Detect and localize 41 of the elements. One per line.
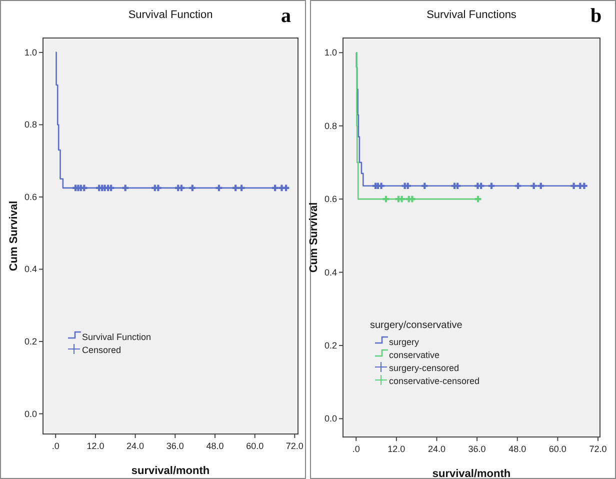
y-tick-label: 0.6 — [24, 192, 37, 202]
y-tick-label: 0.0 — [324, 414, 337, 424]
x-tick-label: 36.0 — [468, 444, 486, 454]
y-axis-title: Cum Survival — [8, 200, 20, 272]
x-tick-label: 12.0 — [388, 444, 406, 454]
legend-label: Censored — [82, 345, 122, 355]
legend-label: conservative — [389, 350, 440, 360]
x-tick-label: 24.0 — [126, 441, 144, 451]
y-tick-label: 0.8 — [24, 120, 37, 130]
x-tick-label: 72.0 — [286, 441, 304, 451]
y-axis-title: Cum Survival — [308, 202, 320, 273]
x-tick-label: .0 — [352, 444, 360, 454]
y-tick-label: 0.0 — [24, 408, 37, 419]
legend-label: Survival Function — [82, 332, 152, 342]
chart-title: Survival Function — [128, 9, 213, 21]
x-tick-label: .0 — [52, 441, 60, 451]
legend-label: conservative-censored — [389, 376, 480, 386]
y-tick-label: 0.6 — [324, 194, 337, 204]
legend-title: surgery/conservative — [370, 320, 463, 331]
text: a — [281, 5, 291, 27]
y-tick-label: 0.2 — [24, 336, 37, 347]
y-tick-label: 0.8 — [324, 120, 337, 131]
x-tick-label: 12.0 — [86, 441, 104, 451]
y-tick-label: 1.0 — [324, 48, 337, 58]
legend-label: surgery-censored — [389, 363, 460, 373]
chart-title: Survival Functions — [426, 9, 517, 21]
x-axis-title: survival/month — [432, 468, 511, 479]
x-tick-label: 60.0 — [246, 441, 264, 451]
x-tick-label: 48.0 — [206, 441, 224, 451]
x-axis-title: survival/month — [131, 465, 210, 477]
x-tick-label: 60.0 — [548, 444, 566, 454]
y-tick-label: 0.4 — [24, 264, 37, 274]
x-tick-label: 72.0 — [589, 444, 607, 454]
x-tick-label: 24.0 — [428, 444, 446, 454]
y-tick-label: 0.2 — [324, 340, 337, 350]
y-tick-label: 0.4 — [324, 267, 337, 278]
legend-label: surgery — [389, 337, 420, 347]
x-tick-label: 48.0 — [508, 444, 526, 454]
x-tick-label: 36.0 — [166, 441, 184, 451]
text: b — [590, 5, 602, 27]
y-tick-label: 1.0 — [24, 47, 37, 58]
